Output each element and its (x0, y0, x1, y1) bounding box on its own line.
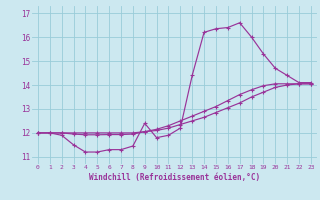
X-axis label: Windchill (Refroidissement éolien,°C): Windchill (Refroidissement éolien,°C) (89, 173, 260, 182)
